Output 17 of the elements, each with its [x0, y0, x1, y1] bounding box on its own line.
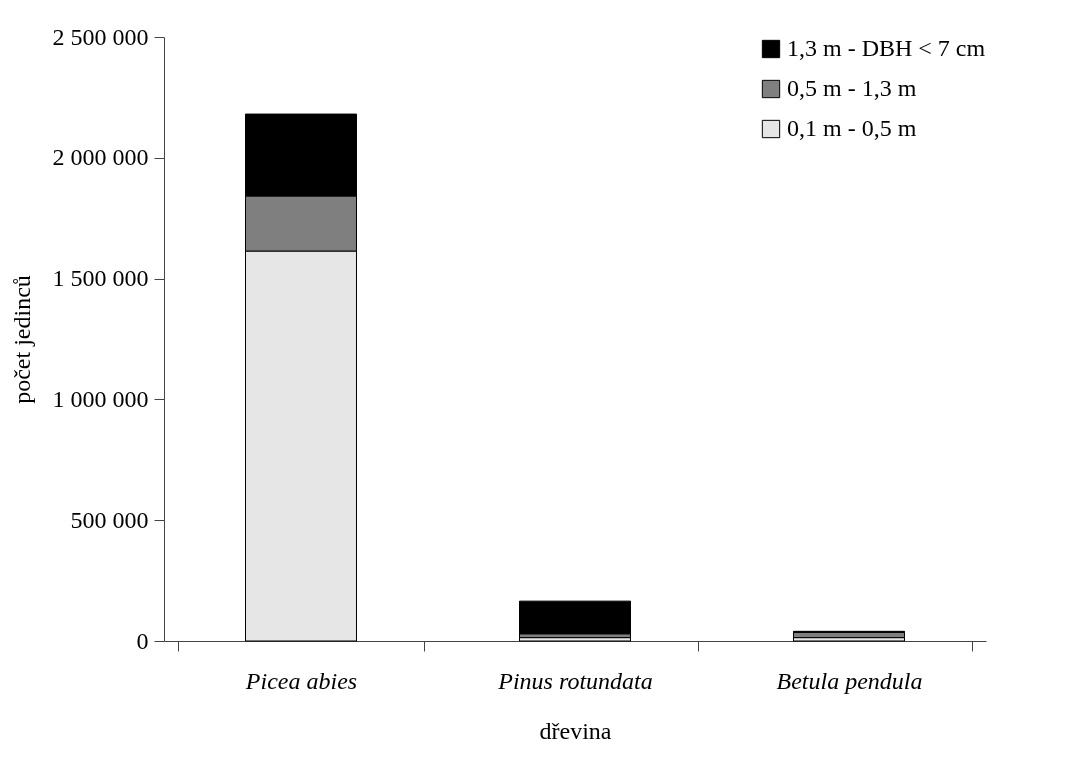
y-tick-label: 2 000 000	[52, 144, 149, 171]
legend-label: 0,1 m - 0,5 m	[787, 115, 917, 141]
y-tick-label: 0	[136, 627, 149, 654]
y-tick-label: 500 000	[70, 506, 149, 533]
legend-label: 0,5 m - 1,3 m	[787, 75, 917, 101]
x-tick-label: Picea abies	[244, 667, 358, 694]
bar	[793, 637, 905, 642]
bar	[519, 637, 631, 642]
y-tick-label: 1 500 000	[52, 265, 149, 292]
y-tick-label: 2 500 000	[52, 23, 149, 50]
bar	[519, 600, 631, 635]
legend-label: 1,3 m - DBH < 7 cm	[787, 35, 986, 61]
x-tick-label: Pinus rotundata	[497, 667, 653, 694]
x-tick-label: Betula pendula	[776, 667, 923, 694]
x-axis-title: dřevina	[539, 717, 612, 744]
y-axis-title: počet jedinců	[8, 275, 35, 404]
y-tick-label: 1 000 000	[52, 385, 149, 412]
